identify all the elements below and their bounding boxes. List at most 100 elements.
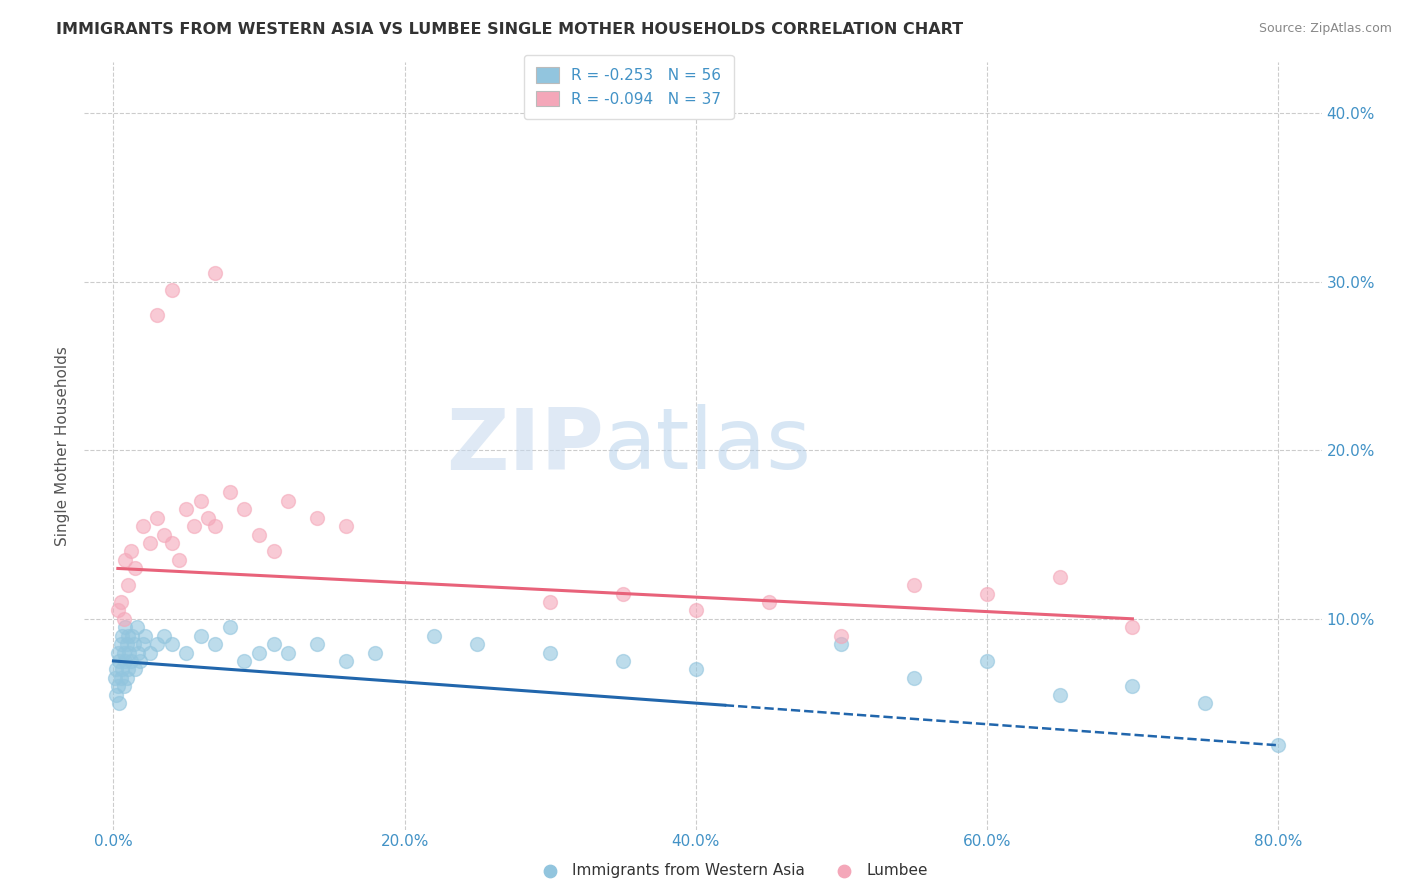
Point xyxy=(219,485,242,500)
Point xyxy=(263,544,285,558)
Point xyxy=(139,646,162,660)
Text: Source: ZipAtlas.com: Source: ZipAtlas.com xyxy=(1258,22,1392,36)
Point xyxy=(830,637,852,651)
Point xyxy=(114,620,136,634)
Point xyxy=(197,510,219,524)
Point xyxy=(117,578,139,592)
Point xyxy=(1049,688,1071,702)
Legend: Immigrants from Western Asia, Lumbee: Immigrants from Western Asia, Lumbee xyxy=(529,857,934,884)
Point xyxy=(110,595,132,609)
Point xyxy=(120,654,142,668)
Point xyxy=(247,527,270,541)
Point xyxy=(183,519,205,533)
Point xyxy=(830,629,852,643)
Point xyxy=(160,283,183,297)
Point xyxy=(134,629,156,643)
Point xyxy=(233,654,256,668)
Point xyxy=(685,662,707,676)
Point xyxy=(174,646,197,660)
Point xyxy=(124,561,146,575)
Point xyxy=(307,637,329,651)
Point xyxy=(903,671,925,685)
Point xyxy=(538,646,561,660)
Point xyxy=(422,629,444,643)
Point xyxy=(139,536,162,550)
Text: atlas: atlas xyxy=(605,404,813,488)
Point xyxy=(233,502,256,516)
Point xyxy=(146,309,169,323)
Point xyxy=(125,620,148,634)
Point xyxy=(112,612,135,626)
Point xyxy=(111,662,134,676)
Point xyxy=(112,679,135,693)
Point xyxy=(204,266,226,280)
Point xyxy=(335,519,357,533)
Point xyxy=(538,595,561,609)
Point xyxy=(335,654,357,668)
Point xyxy=(110,637,132,651)
Point xyxy=(127,646,149,660)
Point xyxy=(160,637,183,651)
Point xyxy=(108,654,131,668)
Point xyxy=(105,662,128,676)
Text: IMMIGRANTS FROM WESTERN ASIA VS LUMBEE SINGLE MOTHER HOUSEHOLDS CORRELATION CHAR: IMMIGRANTS FROM WESTERN ASIA VS LUMBEE S… xyxy=(56,22,963,37)
Point xyxy=(131,519,153,533)
Point xyxy=(976,654,998,668)
Point xyxy=(153,527,176,541)
Point xyxy=(146,510,169,524)
Point xyxy=(204,637,226,651)
Point xyxy=(114,654,136,668)
Point xyxy=(111,629,134,643)
Point xyxy=(118,646,141,660)
Point xyxy=(612,586,634,600)
Point xyxy=(112,646,135,660)
Y-axis label: Single Mother Households: Single Mother Households xyxy=(55,346,70,546)
Point xyxy=(167,553,190,567)
Point xyxy=(153,629,176,643)
Point xyxy=(364,646,387,660)
Point xyxy=(685,603,707,617)
Point xyxy=(121,629,143,643)
Point xyxy=(117,662,139,676)
Point xyxy=(976,586,998,600)
Point xyxy=(1267,738,1289,752)
Point xyxy=(612,654,634,668)
Point xyxy=(120,544,142,558)
Point xyxy=(1121,679,1143,693)
Point xyxy=(122,637,145,651)
Point xyxy=(190,493,212,508)
Point xyxy=(467,637,489,651)
Point xyxy=(247,646,270,660)
Point xyxy=(107,646,129,660)
Point xyxy=(124,662,146,676)
Point xyxy=(114,553,136,567)
Point xyxy=(1121,620,1143,634)
Point xyxy=(204,519,226,533)
Point xyxy=(104,671,127,685)
Point xyxy=(1194,696,1216,710)
Point xyxy=(115,671,138,685)
Point xyxy=(263,637,285,651)
Point xyxy=(146,637,169,651)
Point xyxy=(128,654,150,668)
Point xyxy=(117,629,139,643)
Point xyxy=(903,578,925,592)
Text: ZIP: ZIP xyxy=(446,404,605,488)
Point xyxy=(107,603,129,617)
Point xyxy=(1049,569,1071,583)
Point xyxy=(131,637,153,651)
Point xyxy=(107,679,129,693)
Point xyxy=(115,637,138,651)
Point xyxy=(174,502,197,516)
Point xyxy=(160,536,183,550)
Point xyxy=(190,629,212,643)
Point xyxy=(277,493,299,508)
Point xyxy=(108,696,131,710)
Point xyxy=(110,671,132,685)
Point xyxy=(105,688,128,702)
Point xyxy=(307,510,329,524)
Point xyxy=(219,620,242,634)
Legend: R = -0.253   N = 56, R = -0.094   N = 37: R = -0.253 N = 56, R = -0.094 N = 37 xyxy=(524,54,734,119)
Point xyxy=(758,595,780,609)
Point xyxy=(277,646,299,660)
